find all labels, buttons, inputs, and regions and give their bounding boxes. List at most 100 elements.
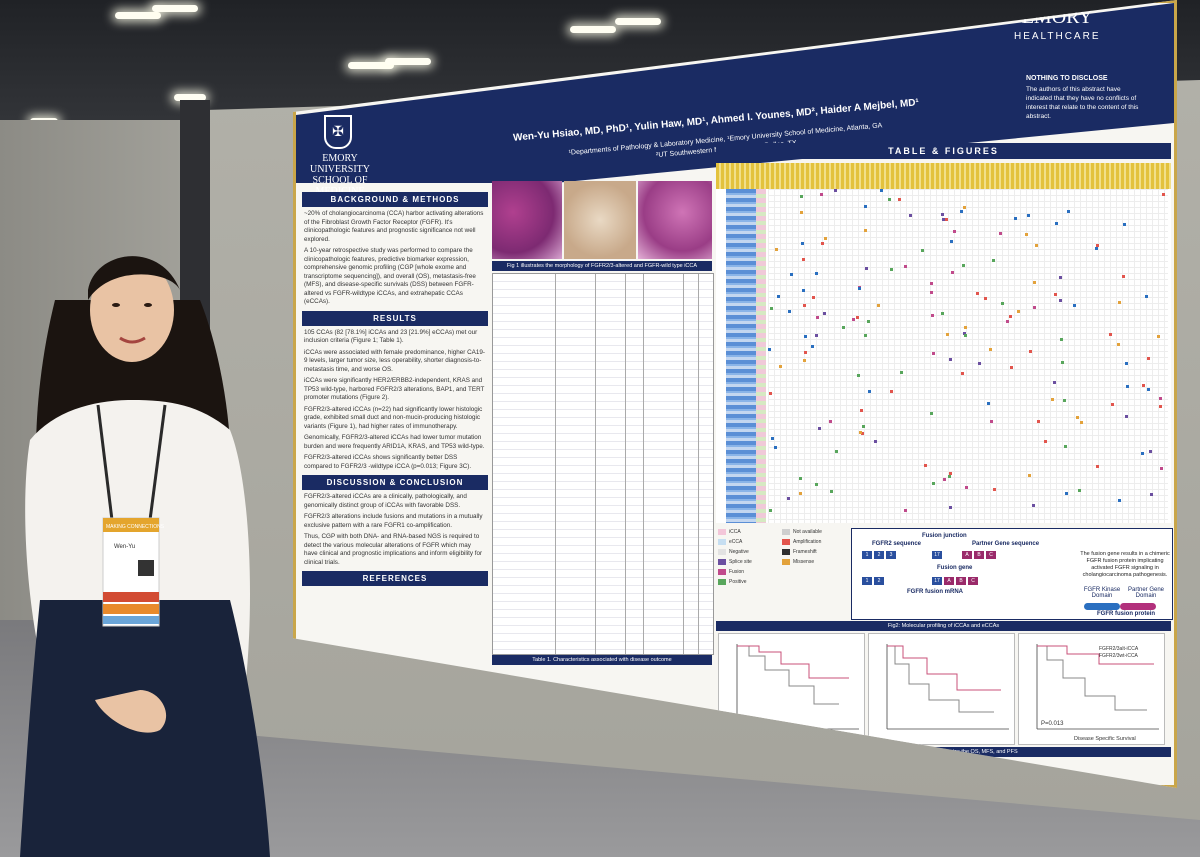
mutation-mark <box>802 258 805 261</box>
presenter-person: MAKING CONNECTIONS Wen-Yu <box>20 256 270 857</box>
ceiling-light <box>115 12 161 19</box>
section-heading: RESULTS <box>302 310 488 326</box>
mutation-mark <box>1032 504 1035 507</box>
mutation-mark <box>1157 335 1160 338</box>
mutation-mark <box>1055 222 1058 225</box>
mutation-mark <box>898 198 901 201</box>
poster-left-column: BACKGROUND & METHODS ~20% of cholangioca… <box>302 188 488 648</box>
mutation-mark <box>1159 397 1162 400</box>
mutation-mark <box>788 310 791 313</box>
mutation-mark <box>976 292 979 295</box>
mutation-mark <box>812 296 815 299</box>
mutation-mark <box>1076 416 1079 419</box>
emory-school-logo: EMORY UNIVERSITY SCHOOL OF MEDICINE <box>310 153 370 197</box>
presenter-hands <box>95 690 167 733</box>
poster-middle-column: Fig 1 illustrates the morphology of FGFR… <box>492 173 714 673</box>
km-plot-dss: P=0.013 Disease Specific Survival FGFR2/… <box>1018 633 1165 745</box>
mutation-mark <box>1053 381 1056 384</box>
mutation-mark <box>769 509 772 512</box>
mutation-mark <box>904 265 907 268</box>
legend-item: Positive <box>718 578 747 586</box>
mutation-mark <box>777 295 780 298</box>
legend-item: eCCA <box>718 538 742 546</box>
mutation-mark <box>824 237 827 240</box>
mutation-mark <box>1160 467 1163 470</box>
mutation-mark <box>864 334 867 337</box>
legend-item: Fusion <box>718 568 744 576</box>
mutation-mark <box>904 509 907 512</box>
mutation-mark <box>949 506 952 509</box>
mutation-mark <box>949 472 952 475</box>
mutation-mark <box>820 193 823 196</box>
mutation-mark <box>770 307 773 310</box>
mutation-mark <box>874 440 877 443</box>
mutation-mark <box>1118 301 1121 304</box>
mutation-mark <box>962 264 965 267</box>
mutation-mark <box>1060 338 1063 341</box>
results-text: 105 CCAs (82 [78.1%] iCCAs and 23 [21.9%… <box>304 328 485 470</box>
mutation-mark <box>941 312 944 315</box>
mutation-mark <box>1037 420 1040 423</box>
mutation-mark <box>857 374 860 377</box>
mutation-mark <box>948 475 951 478</box>
mutation-mark <box>951 271 954 274</box>
mutation-mark <box>946 333 949 336</box>
legend-item: Missense <box>782 558 814 566</box>
mutation-mark <box>932 352 935 355</box>
mutation-mark <box>1051 398 1054 401</box>
background-text: ~20% of cholangiocarcinoma (CCA) harbor … <box>304 210 484 305</box>
mutation-mark <box>1109 333 1112 336</box>
mutation-mark <box>890 390 893 393</box>
mutation-mark <box>823 312 826 315</box>
mutation-mark <box>1065 492 1068 495</box>
legend-item: Amplification <box>782 538 821 546</box>
mutation-mark <box>856 316 859 319</box>
km-legend-alt: FGFR2/3alt-iCCA <box>1099 646 1139 652</box>
mutation-mark <box>769 392 772 395</box>
legend-item: iCCA <box>718 528 741 536</box>
mutation-mark <box>842 326 845 329</box>
mutation-mark <box>964 326 967 329</box>
mutation-mark <box>1073 304 1076 307</box>
mutation-mark <box>818 427 821 430</box>
mutation-mark <box>803 304 806 307</box>
section-heading: BACKGROUND & METHODS <box>302 192 488 207</box>
mutation-mark <box>978 362 981 365</box>
mutation-mark <box>1033 281 1036 284</box>
mutation-mark <box>943 478 946 481</box>
mutation-mark <box>987 402 990 405</box>
mutation-mark <box>864 229 867 232</box>
research-poster: ✠ EMORY UNIVERSITY SCHOOL OF MEDICINE FG… <box>293 0 1177 788</box>
mutation-mark <box>800 211 803 214</box>
mutation-mark <box>858 287 861 290</box>
ceiling-light <box>152 5 198 12</box>
mutation-mark <box>989 348 992 351</box>
mutation-mark <box>890 268 893 271</box>
mutation-mark <box>1149 450 1152 453</box>
mutation-mark <box>1125 415 1128 418</box>
mutation-mark <box>852 318 855 321</box>
partner-domain-shape <box>1120 603 1156 610</box>
legend-item: Frameshift <box>782 548 817 556</box>
mutation-mark <box>941 213 944 216</box>
mutation-mark <box>1123 223 1126 226</box>
mutation-mark <box>771 437 774 440</box>
section-heading: DISCUSSION & CONCLUSION <box>302 475 488 490</box>
mutation-mark <box>1010 366 1013 369</box>
mutation-mark <box>924 464 927 467</box>
histology-image <box>638 181 712 259</box>
presenter-face <box>90 258 174 362</box>
mutation-mark <box>1147 357 1150 360</box>
mutation-mark <box>1080 421 1083 424</box>
mutation-mark <box>963 332 966 335</box>
mutation-mark <box>1122 275 1125 278</box>
mutation-mark <box>1001 302 1004 305</box>
discussion-text: FGFR2/3-altered iCCAs are a clinically, … <box>304 493 483 566</box>
table-caption: Table 1. Characteristics associated with… <box>492 655 712 665</box>
ceiling-light <box>570 26 616 33</box>
mutation-mark <box>964 334 967 337</box>
mutation-mark <box>802 289 805 292</box>
mutation-mark <box>1014 217 1017 220</box>
mutation-mark <box>1054 293 1057 296</box>
mutation-mark <box>1017 310 1020 313</box>
